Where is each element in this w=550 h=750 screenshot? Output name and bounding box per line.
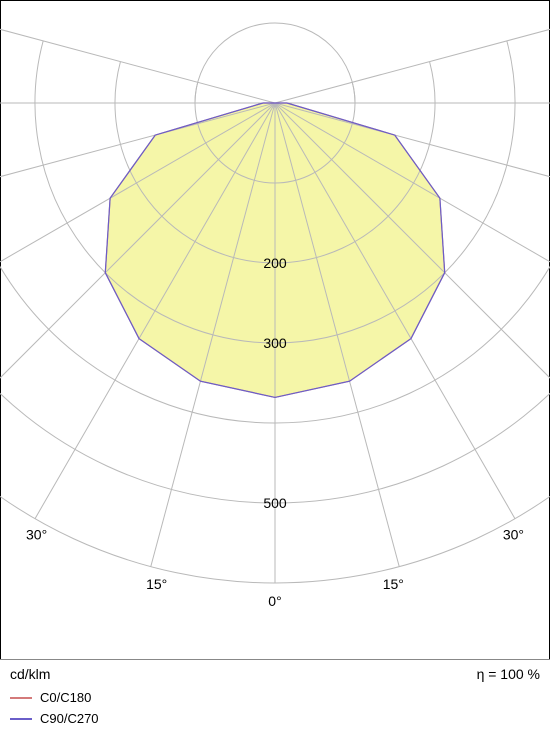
- legend-swatch: [10, 697, 32, 699]
- svg-text:0°: 0°: [268, 593, 281, 609]
- legend-label: C90/C270: [40, 711, 99, 726]
- svg-text:15°: 15°: [383, 576, 404, 592]
- efficiency-label: η = 100 %: [477, 666, 540, 682]
- svg-text:300: 300: [263, 335, 287, 351]
- legend-swatch: [10, 718, 32, 720]
- polar-chart-svg: 200300500105°105°90°90°75°75°60°60°45°45…: [0, 0, 550, 660]
- svg-text:30°: 30°: [503, 526, 524, 542]
- svg-text:30°: 30°: [26, 526, 47, 542]
- legend-item: C90/C270: [10, 711, 540, 726]
- legend-label: C0/C180: [40, 690, 91, 705]
- svg-text:200: 200: [263, 255, 287, 271]
- legend: C0/C180 C90/C270: [0, 690, 550, 726]
- svg-text:500: 500: [263, 495, 287, 511]
- svg-text:15°: 15°: [146, 576, 167, 592]
- legend-item: C0/C180: [10, 690, 540, 705]
- polar-chart-container: 200300500105°105°90°90°75°75°60°60°45°45…: [0, 0, 550, 750]
- chart-footer: cd/klm η = 100 % C0/C180 C90/C270: [0, 659, 550, 750]
- units-label: cd/klm: [10, 666, 50, 682]
